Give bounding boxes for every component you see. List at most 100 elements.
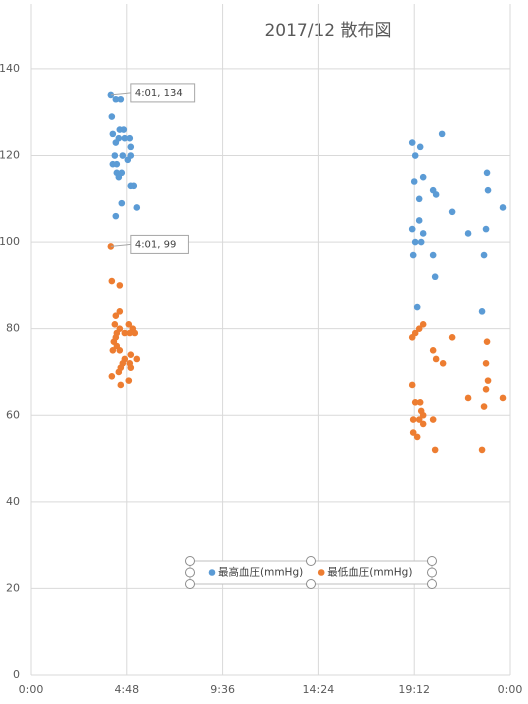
data-point — [408, 225, 416, 233]
selection-handle — [427, 567, 437, 578]
data-point — [116, 308, 124, 315]
data-point — [482, 360, 490, 367]
data-point — [121, 329, 129, 337]
data-point — [478, 308, 486, 315]
data-point — [107, 243, 115, 250]
data-point — [429, 251, 437, 259]
data-point — [409, 416, 417, 423]
data-point — [117, 381, 125, 389]
y-tick-label: 120 — [0, 149, 20, 162]
data-point — [411, 329, 419, 337]
data-label: 4:01, 99 — [135, 239, 177, 250]
data-point — [480, 403, 488, 410]
data-point — [464, 230, 472, 237]
x-tick-label: 4:48 — [114, 683, 139, 696]
data-point — [419, 321, 427, 328]
data-point — [133, 355, 141, 363]
data-point — [127, 364, 135, 371]
data-point — [415, 325, 423, 332]
data-point — [429, 416, 437, 423]
legend-marker — [317, 569, 325, 576]
data-point — [432, 191, 440, 198]
selection-handle — [306, 556, 316, 566]
data-point — [125, 377, 133, 384]
x-tick-label: 0:00 — [498, 683, 523, 696]
data-point — [484, 186, 492, 194]
data-point — [112, 334, 120, 341]
data-point — [410, 178, 418, 185]
selection-handle — [185, 556, 195, 566]
data-label-box — [130, 234, 189, 254]
data-point — [115, 173, 123, 181]
data-point — [448, 208, 456, 216]
y-tick-label: 140 — [0, 62, 20, 75]
x-tick-label: 0:00 — [19, 683, 44, 696]
data-point — [126, 329, 134, 337]
data-point — [115, 368, 123, 376]
legend-marker — [208, 569, 216, 576]
data-point — [131, 329, 139, 337]
selection-handle — [306, 579, 316, 589]
data-point — [120, 126, 128, 133]
data-point — [416, 398, 424, 406]
data-point — [415, 195, 423, 203]
data-point — [416, 143, 424, 151]
data-point — [116, 347, 124, 354]
data-point — [408, 381, 416, 389]
y-tick-label: 100 — [0, 235, 20, 248]
data-point — [483, 338, 491, 345]
data-point — [115, 134, 123, 142]
y-tick-label: 40 — [6, 495, 20, 508]
data-point — [484, 377, 492, 384]
data-point — [483, 169, 491, 177]
data-point — [478, 446, 486, 454]
data-point — [409, 251, 417, 259]
data-point — [109, 130, 117, 138]
y-tick-label: 60 — [6, 408, 20, 421]
data-point — [438, 130, 446, 138]
data-point — [113, 160, 121, 168]
data-point — [431, 446, 439, 454]
label-leader — [110, 92, 131, 96]
data-point — [112, 95, 120, 103]
data-point — [448, 334, 456, 341]
x-tick-label: 9:36 — [210, 683, 235, 696]
data-point — [499, 204, 507, 211]
data-point — [415, 416, 423, 423]
data-point — [121, 134, 129, 142]
data-point — [117, 95, 125, 103]
data-point — [111, 152, 119, 159]
selection-handle — [427, 579, 437, 589]
selection-handle — [185, 567, 195, 578]
data-point — [130, 182, 138, 190]
data-point — [419, 230, 427, 237]
data-point — [432, 355, 440, 363]
data-point — [116, 282, 124, 289]
data-point — [108, 277, 116, 285]
data-label-box — [130, 83, 196, 103]
y-tick-label: 80 — [6, 322, 20, 335]
data-point — [413, 303, 421, 311]
data-point — [411, 398, 419, 406]
y-tick-label: 0 — [13, 668, 20, 681]
data-point — [112, 312, 120, 319]
data-point — [419, 411, 427, 419]
data-point — [127, 351, 135, 358]
data-point — [419, 173, 427, 181]
data-point — [118, 199, 126, 207]
data-point — [126, 134, 134, 142]
legend-label: 最低血圧(mmHg) — [327, 566, 412, 579]
data-point — [413, 433, 421, 441]
x-tick-label: 19:12 — [398, 683, 430, 696]
data-point — [431, 273, 439, 281]
data-point — [133, 204, 141, 211]
data-point — [415, 217, 423, 224]
data-point — [411, 238, 419, 246]
legend-label: 最高血圧(mmHg) — [218, 566, 303, 579]
data-point — [482, 385, 490, 393]
y-tick-label: 20 — [6, 581, 20, 594]
data-point — [429, 347, 437, 354]
data-point — [127, 143, 135, 151]
data-point — [482, 225, 490, 233]
